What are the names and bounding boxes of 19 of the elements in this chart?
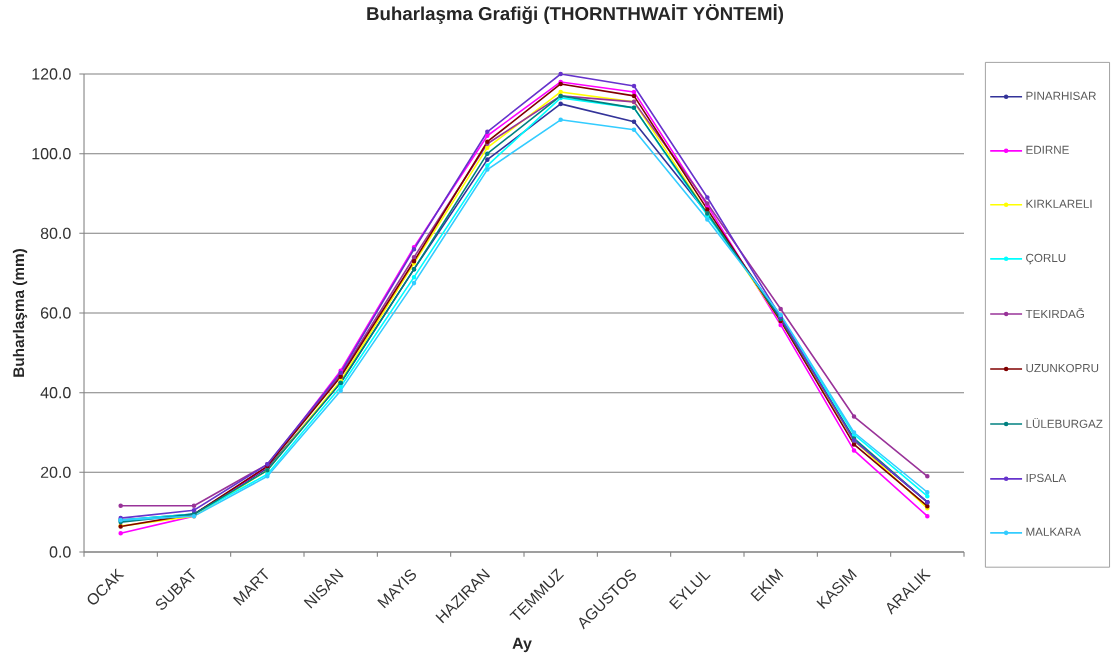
legend-label: IPSALA [1026,473,1067,482]
legend-label: MALKARA [1026,527,1081,536]
y-tick-label: 100.0 [32,148,71,160]
legend-label: KIRKLARELI [1026,199,1092,208]
y-tick-label: 80.0 [40,227,71,239]
y-tick-label: 20.0 [40,466,71,478]
legend-label: ÇORLU [1026,253,1066,265]
y-tick-label: 120.0 [32,68,71,80]
y-axis-title: Buharlaşma (mm) [12,249,28,377]
legend-label: UZUNKOPRU [1026,363,1099,373]
chart-title: Buharlaşma Grafiği (THORNTHWAİT YÖNTEMİ) [367,4,784,24]
y-tick-label: 0.0 [49,546,71,558]
y-tick-label: 40.0 [40,387,71,399]
legend-label: TEKIRDAĞ [1025,307,1084,319]
legend-label: EDIRNE [1026,145,1069,154]
x-axis-title: Ay [512,637,532,653]
y-tick-label: 60.0 [40,307,71,319]
legend-label: PINARHISAR [1026,91,1096,100]
legend-label: LÜLEBURGAZ [1026,418,1103,428]
